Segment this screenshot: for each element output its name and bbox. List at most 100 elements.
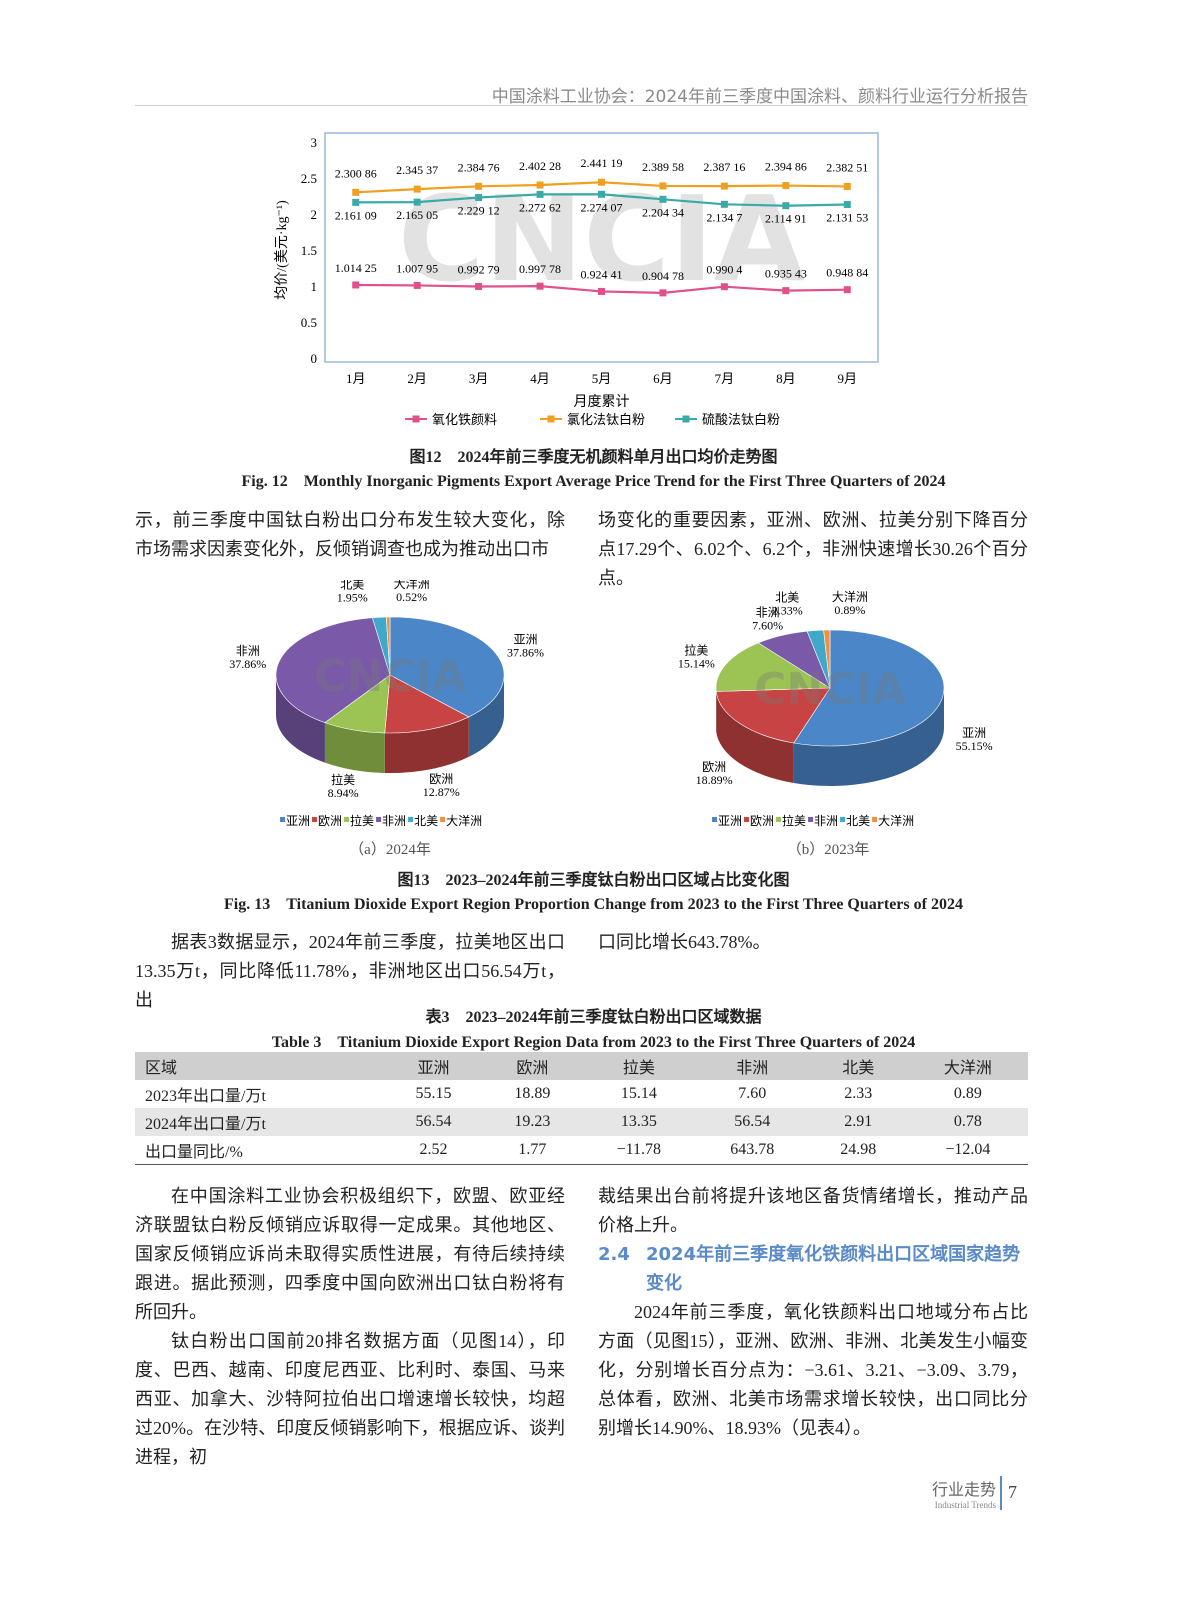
pie-slice	[823, 629, 831, 689]
y-tick-label: 0	[311, 351, 318, 366]
point-marker	[598, 190, 605, 198]
point-marker	[720, 200, 728, 208]
point-marker	[598, 178, 605, 186]
x-tick-label: 7月	[715, 371, 735, 386]
data-label: 0.904 78	[642, 269, 684, 283]
pie-label-name: 大洋洲	[394, 580, 430, 591]
pie-slice	[275, 617, 391, 723]
point-marker	[536, 181, 544, 189]
point-marker	[720, 283, 728, 291]
point-marker	[352, 188, 360, 196]
legend-label: 硫酸法钛白粉	[702, 412, 780, 427]
pie-label-name: 欧洲	[429, 772, 453, 786]
x-tick-label: 9月	[838, 371, 858, 386]
paragraph: 口同比增长643.78%。	[598, 932, 771, 952]
point-marker	[475, 182, 483, 190]
figure-caption-en: Fig. 12 Monthly Inorganic Pigments Expor…	[241, 473, 946, 490]
point-marker	[598, 287, 605, 295]
header-rule	[135, 105, 1028, 106]
legend-marker	[547, 415, 555, 423]
data-label: 2.389 58	[642, 160, 684, 174]
table-cell: 1.77	[518, 1141, 547, 1158]
point-marker	[843, 201, 851, 209]
pie-slice	[715, 687, 831, 744]
data-label: 0.990 4	[706, 263, 742, 277]
pie-label-name: 北美	[775, 591, 799, 605]
pie-side	[324, 722, 385, 773]
point-marker	[843, 286, 851, 294]
legend-label: 非洲	[814, 814, 838, 828]
paragraph: 场变化的重要因素，亚洲、欧洲、拉美分别下降百分点17.29个、6.02个、6.2…	[598, 510, 1028, 588]
pie-label-value: 1.95%	[337, 590, 368, 604]
legend-marker	[412, 415, 420, 423]
data-label: 2.272 62	[519, 200, 561, 214]
point-marker	[413, 281, 421, 289]
y-axis-title: 均价/(美元·kg⁻¹)	[274, 200, 290, 300]
x-tick-label: 8月	[776, 371, 796, 386]
data-label: 2.114 91	[765, 212, 807, 226]
pie-label-value: 0.52%	[396, 590, 427, 604]
data-label: 0.924 41	[581, 267, 623, 281]
table-cell: 56.54	[734, 1113, 771, 1130]
table-cell: 24.98	[840, 1141, 877, 1158]
y-tick-label: 0.5	[301, 315, 317, 330]
pie-subtitle: （b）2023年	[787, 841, 870, 858]
header-cell: 非洲	[736, 1060, 769, 1077]
data-label: 2.345 37	[396, 163, 438, 177]
legend-label: 非洲	[382, 814, 406, 828]
pie-slice	[389, 616, 505, 718]
legend-swatch	[344, 817, 350, 822]
legend-swatch	[872, 817, 878, 822]
legend-swatch	[808, 817, 814, 822]
point-marker	[536, 282, 544, 290]
pie-label-name: 非洲	[236, 644, 260, 658]
x-tick-label: 1月	[346, 371, 366, 386]
table-cell: 出口量同比/%	[145, 1144, 243, 1161]
point-marker	[475, 283, 483, 291]
y-tick-label: 2	[311, 207, 318, 222]
pie-label-name: 欧洲	[702, 760, 726, 774]
table-header-row: 区域 亚洲 欧洲 拉美 非洲 北美 大洋洲	[135, 1052, 1028, 1080]
pie-side	[793, 688, 944, 786]
table-cell: 15.14	[620, 1085, 657, 1102]
data-label: 2.134 7	[706, 210, 742, 224]
x-tick-label: 6月	[653, 371, 673, 386]
data-label: 2.441 19	[581, 156, 623, 170]
table-cell: 2024年出口量/万t	[145, 1116, 266, 1133]
table-cell: 7.60	[738, 1085, 767, 1102]
legend-swatch	[840, 817, 846, 822]
paragraph: 钛白粉出口国前20排名数据方面（见图14），印度、巴西、越南、印度尼西亚、比利时…	[135, 1331, 565, 1467]
data-label: 2.229 12	[458, 204, 500, 218]
y-tick-label: 2.5	[301, 171, 317, 186]
table-cell: 19.23	[514, 1113, 551, 1130]
pie-subtitle: （a）2024年	[349, 841, 431, 858]
point-marker	[413, 185, 421, 193]
data-label: 2.165 05	[396, 208, 438, 222]
data-label: 0.948 84	[826, 266, 868, 280]
section-number: 2.4	[598, 1244, 630, 1265]
figure-caption: 图13 2023–2024年前三季度钛白粉出口区域占比变化图	[397, 872, 790, 889]
pie-slice	[793, 629, 945, 747]
data-label: 2.204 34	[642, 205, 684, 219]
footer-rule	[1000, 1476, 1002, 1510]
legend-label: 亚洲	[718, 814, 742, 828]
y-tick-label: 3	[311, 135, 318, 150]
header-cell: 区域	[145, 1060, 178, 1077]
point-marker	[536, 190, 544, 198]
table-row: 2024年出口量/万t 56.54 19.23 13.35 56.54 2.91 0.78	[135, 1108, 1028, 1136]
footer-section: 行业走势	[931, 1480, 996, 1499]
data-label: 2.274 07	[581, 200, 623, 214]
watermark: CNCIA	[754, 664, 906, 715]
pie-label-value: 15.14%	[678, 656, 715, 670]
point-marker	[720, 182, 728, 190]
table-cell: 2023年出口量/万t	[145, 1088, 266, 1105]
data-label: 2.394 86	[765, 160, 807, 174]
pie-label-value: 55.15%	[956, 739, 993, 753]
point-marker	[352, 281, 360, 289]
pie-slice	[715, 642, 831, 692]
legend-label: 亚洲	[286, 814, 310, 828]
table-cell: 13.35	[620, 1113, 657, 1130]
point-marker	[659, 195, 667, 203]
point-marker	[413, 198, 421, 206]
